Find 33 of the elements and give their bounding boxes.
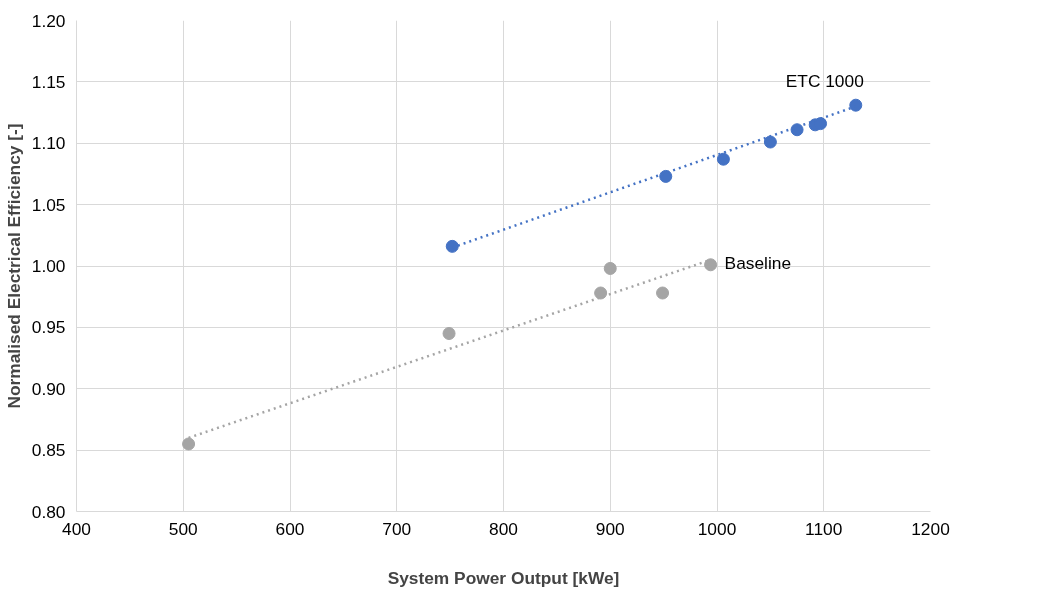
x-tick-label: 600: [275, 518, 305, 539]
point: [445, 239, 459, 253]
y-tick-label: 1.00: [31, 256, 66, 276]
y-tick-label: 1.10: [31, 133, 66, 154]
series-label: ETC 1000: [785, 71, 864, 92]
point: [849, 98, 863, 112]
point: [763, 135, 777, 149]
point: [704, 258, 718, 272]
x-tick-label: 700: [382, 518, 412, 539]
y-tick-label: 1.15: [31, 71, 66, 92]
y-tick-label: 0.90: [31, 378, 66, 399]
point: [659, 169, 673, 183]
x-tick-label: 1200: [911, 518, 950, 539]
point: [442, 327, 456, 340]
point: [182, 437, 196, 451]
x-tick-label: 500: [168, 518, 198, 539]
y-axis-title: Normalised Electrical Efficiency [-]: [3, 123, 24, 409]
y-tick-label: 0.95: [31, 317, 66, 338]
point: [716, 152, 730, 166]
point: [603, 261, 617, 275]
point: [790, 123, 804, 137]
point: [594, 286, 608, 300]
x-tick-label: 1100: [805, 518, 843, 539]
y-tick-label: 1.20: [31, 10, 66, 31]
x-tick-label: 900: [595, 518, 625, 539]
y-tick-label: 1.05: [31, 194, 66, 215]
x-tick-label: 800: [489, 518, 518, 539]
point: [656, 286, 670, 300]
x-tick-label: 1000: [697, 518, 737, 539]
point: [814, 117, 828, 131]
series-label: Baseline: [724, 252, 792, 273]
y-tick-label: 0.85: [31, 440, 66, 461]
x-axis-title: System Power Output [kWe]: [387, 567, 620, 588]
